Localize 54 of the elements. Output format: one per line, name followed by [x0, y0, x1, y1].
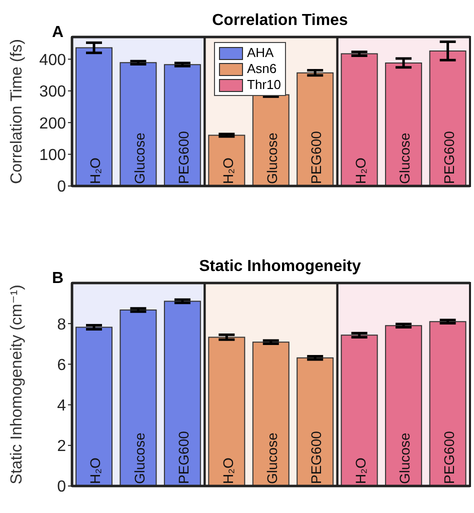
bar: [385, 62, 422, 186]
bar: [340, 334, 378, 486]
x-tick-label: Glucose: [131, 432, 148, 484]
x-tick-label: H₂O: [87, 157, 104, 184]
bar: [164, 64, 201, 186]
y-tick-label: 0: [57, 178, 66, 196]
x-tick-label: H₂O: [220, 457, 236, 484]
legend-label: Asn6: [246, 61, 278, 77]
bar: [429, 321, 466, 486]
y-axis-title: Static Inhomogeneity (cm⁻¹): [8, 284, 26, 484]
y-axis-title: Correlation Time (fs): [8, 39, 26, 184]
y-tick-label: 2: [57, 438, 66, 456]
y-tick-label: 100: [39, 146, 66, 164]
legend-label: Thr10: [246, 77, 281, 93]
text: A: [52, 24, 64, 42]
bar: [385, 325, 422, 486]
x-tick-label: Glucose: [264, 432, 280, 484]
bar: [164, 300, 201, 486]
bar: [429, 50, 466, 186]
x-tick-label: H₂O: [87, 457, 104, 484]
y-tick-label: 0: [57, 478, 66, 496]
chart-title: Correlation Times: [211, 12, 349, 30]
y-tick-label: 400: [39, 52, 66, 69]
x-tick-label: PEG600: [308, 430, 324, 484]
x-tick-label: Glucose: [396, 132, 413, 184]
bar: [208, 134, 246, 186]
x-tick-label: PEG600: [308, 130, 324, 184]
bar: [76, 326, 112, 486]
x-tick-label: PEG600: [176, 430, 192, 484]
x-tick-label: PEG600: [440, 130, 457, 184]
bar: [208, 336, 246, 486]
bar: [120, 310, 157, 486]
bar: [76, 47, 112, 186]
bar: [120, 62, 157, 186]
y-tick-label: 4: [57, 397, 66, 414]
x-tick-label: PEG600: [440, 430, 457, 484]
y-tick-label: 6: [57, 356, 66, 374]
x-tick-label: Glucose: [264, 132, 280, 184]
y-tick-label: 200: [39, 115, 66, 132]
text: B: [52, 270, 64, 288]
bar: [252, 342, 290, 486]
x-tick-label: Glucose: [396, 432, 413, 484]
x-tick-label: PEG600: [176, 130, 192, 184]
x-tick-label: H₂O: [352, 457, 368, 484]
y-tick-label: 8: [57, 316, 66, 334]
legend-label: AHA: [246, 45, 275, 61]
y-tick-label: 300: [39, 84, 66, 101]
x-tick-label: H₂O: [352, 157, 368, 184]
x-tick-label: H₂O: [220, 157, 236, 184]
x-tick-label: Glucose: [131, 132, 148, 184]
bar: [340, 53, 378, 186]
bar: [296, 357, 334, 486]
chart-title: Static Inhomogeneity: [198, 258, 362, 276]
bar: [296, 72, 334, 186]
